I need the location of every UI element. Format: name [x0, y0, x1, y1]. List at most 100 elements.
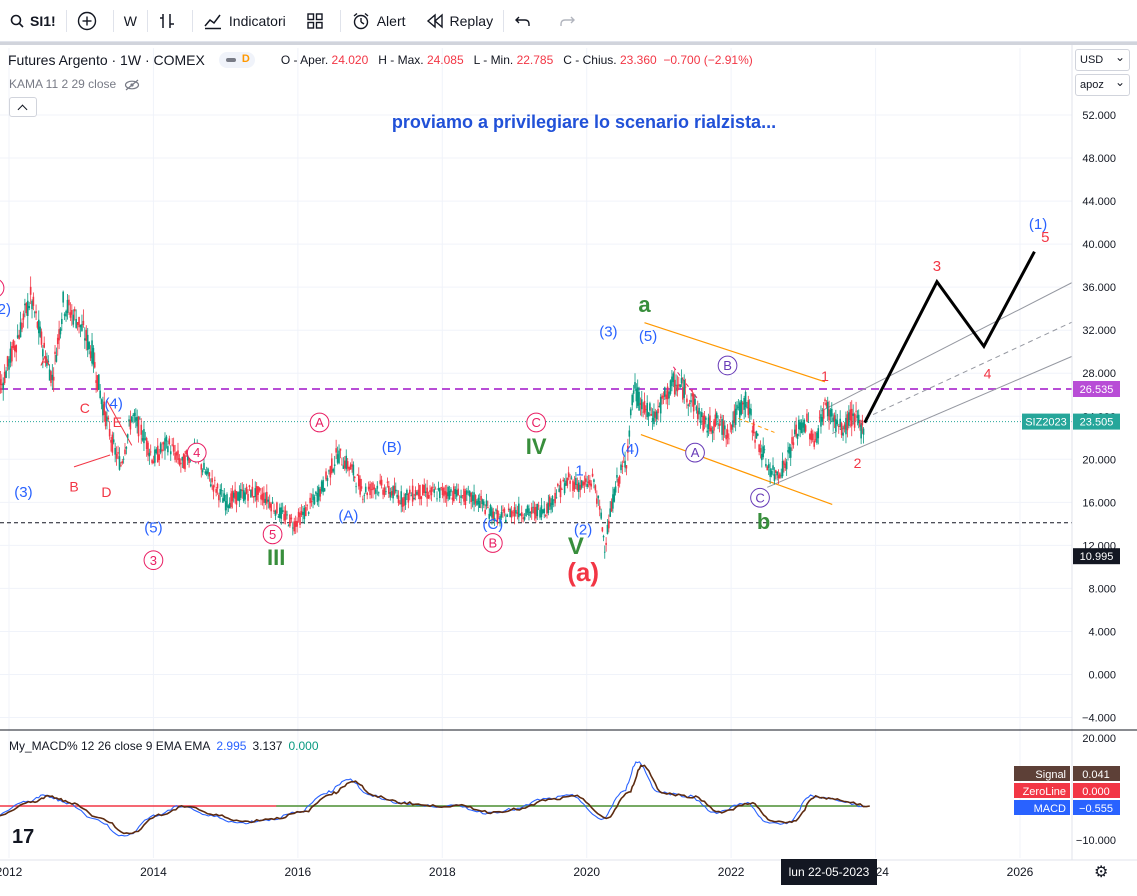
candle-body [489, 505, 492, 516]
candle-body [408, 489, 411, 494]
candle-body [570, 477, 573, 479]
candle-body [68, 299, 70, 306]
rewind-icon [426, 12, 443, 29]
candle-body [218, 494, 220, 501]
candle-body [775, 470, 777, 473]
candle-body [268, 501, 271, 508]
x-tick-label: 2012 [0, 865, 23, 879]
symbol-search-button[interactable]: SI1! [0, 0, 66, 42]
candle-body [663, 387, 666, 397]
candle-body [739, 402, 741, 418]
candle-body [128, 419, 130, 422]
macd-legend: My_MACD% 12 26 close 9 EMA EMA 2.995 3.137… [9, 739, 319, 753]
wave-label: C [80, 400, 90, 416]
candle-body [220, 489, 223, 491]
candle-body [484, 509, 486, 514]
candle-body [76, 322, 79, 325]
divider [112, 9, 114, 32]
candle-body [149, 451, 152, 453]
candle-body [232, 492, 235, 498]
candle-body [355, 486, 357, 488]
collapse-legend-button[interactable] [9, 97, 37, 117]
candle-body [286, 514, 288, 516]
candle-body [231, 491, 234, 502]
candle-body [126, 434, 129, 438]
candle-body [561, 489, 563, 490]
chart-type-button[interactable] [148, 0, 192, 42]
candle-body [296, 520, 298, 527]
candle-body [502, 509, 504, 511]
candle-body [117, 452, 119, 454]
candle-body [562, 479, 565, 482]
candle-body [287, 525, 290, 527]
candle-body [547, 502, 550, 514]
interval-button[interactable]: W [114, 0, 147, 42]
replay-button[interactable]: Replay [416, 0, 504, 42]
candle-body [52, 376, 55, 381]
candle-body [642, 411, 644, 413]
x-tick-label: 2020 [573, 865, 600, 879]
candle-body [245, 486, 248, 494]
candle-body [89, 351, 92, 359]
candle-body [796, 434, 799, 439]
candle-body [82, 320, 85, 325]
wave-b-line [738, 417, 775, 433]
candle-body [92, 347, 95, 365]
candle-body [748, 407, 751, 414]
y-tick-label: 32.000 [1082, 325, 1116, 337]
indicators-button[interactable]: Indicatori [193, 0, 296, 42]
y-tick-label: 20.000 [1082, 454, 1116, 466]
candle-body [672, 373, 675, 383]
candle-body [322, 480, 324, 493]
x-tick-label: 2026 [1007, 865, 1034, 879]
gear-icon[interactable]: ⚙ [1094, 864, 1109, 881]
candle-body [491, 508, 493, 518]
tradingview-logo[interactable]: 17 [12, 826, 35, 848]
candle-body [309, 497, 311, 504]
candle-body [631, 394, 634, 406]
candle-body [807, 421, 810, 423]
candle-body [177, 450, 179, 461]
compare-button[interactable] [67, 0, 113, 42]
candle-body [158, 454, 161, 461]
candle-body [204, 471, 207, 474]
candle-body [376, 485, 379, 489]
candle-body [247, 494, 249, 501]
templates-button[interactable] [296, 0, 340, 42]
candle-body [575, 477, 577, 485]
candle-body [162, 442, 165, 445]
y-tick-label: 16.000 [1082, 497, 1116, 509]
y-tick-label: 8.000 [1088, 583, 1116, 595]
currency-select[interactable]: USD [1075, 49, 1130, 71]
undo-button[interactable] [504, 0, 548, 42]
wave-label: B [488, 536, 497, 551]
kama-indicator-legend[interactable]: KAMA 11 2 29 close [9, 77, 140, 91]
candle-body [468, 491, 471, 497]
candle-body [79, 324, 82, 328]
candle-body [0, 379, 2, 386]
candle-body [500, 512, 503, 518]
candle-body [445, 492, 448, 499]
candle-body [513, 507, 516, 517]
candle-body [714, 414, 717, 427]
candle-body [614, 486, 617, 493]
candle-body [73, 309, 76, 312]
redo-button[interactable] [548, 0, 592, 42]
candle-body [184, 455, 186, 470]
macd-value-bg [1073, 800, 1120, 815]
wave-label: 4 [984, 366, 992, 382]
candle-body [392, 486, 394, 499]
wave-label-circle [262, 524, 283, 545]
candle-body [601, 527, 604, 532]
candle-body [537, 505, 540, 507]
candle-body [107, 417, 110, 420]
eye-off-icon[interactable] [124, 79, 140, 91]
drawing-overlays [0, 279, 1078, 524]
candle-body [702, 415, 704, 431]
alert-button[interactable]: Alert [341, 0, 416, 42]
unit-select[interactable]: apoz [1075, 74, 1130, 96]
candle-body [661, 395, 663, 399]
candle-body [850, 408, 853, 427]
divider [503, 9, 505, 32]
